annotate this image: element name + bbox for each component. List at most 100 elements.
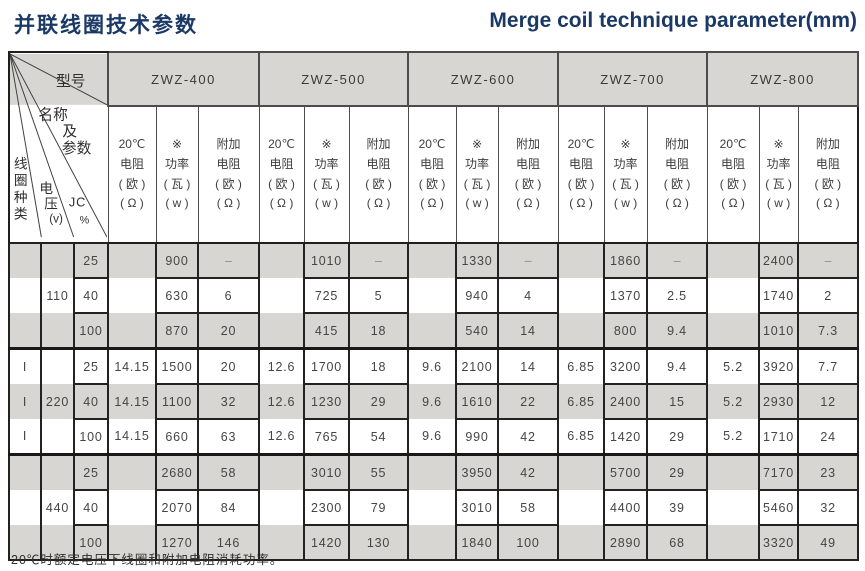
power-cell: 415: [303, 312, 351, 350]
resistance-cell: 12.6: [258, 347, 306, 384]
extra-resistance-header: 附加 电阻 ( 欧 ) ( Ω ): [646, 105, 708, 244]
diagonal-corner-graphic: 型号 名称 及 参数 线 圈 种 类 电 压 (v) JC %: [10, 53, 107, 238]
voltage-cell: [40, 419, 75, 456]
voltage-cell: [40, 453, 75, 490]
voltage-cell: [40, 313, 75, 350]
power-cell: 3010: [455, 489, 500, 526]
extra-resistance-cell: 49: [797, 524, 860, 561]
diagonal-corner-cell: 型号 名称 及 参数 线 圈 种 类 电 压 (v) JC %: [8, 51, 109, 244]
header-line: 20℃: [118, 136, 146, 151]
extra-resistance-cell: 20: [196, 347, 261, 385]
model-header-zwz400: ZWZ-400: [106, 51, 261, 107]
extra-resistance-cell: 58: [497, 489, 560, 526]
corner-label-coiltype-4: 类: [14, 206, 28, 221]
header-line: ※: [773, 136, 784, 151]
resistance-cell: [258, 313, 306, 350]
titlebar: 并联线圈技术参数 Merge coil technique parameter(…: [14, 7, 857, 41]
resistance-cell: [107, 525, 157, 561]
resistance-cell: [258, 242, 306, 278]
power-cell: 5700: [603, 453, 649, 491]
resistance-cell: [557, 242, 606, 278]
jc-percent-cell: 40: [73, 277, 109, 314]
table-row: 100 870 20 415 18 540 14 800 9.4 1010 7.3: [8, 312, 860, 350]
header-line: ( Ω ): [721, 196, 745, 211]
power-cell: 5460: [758, 489, 800, 526]
power-cell: 630: [155, 277, 199, 314]
extra-resistance-cell: 29: [348, 383, 410, 420]
header-line: ( 欧 ): [814, 176, 842, 191]
resistance-cell: [706, 278, 761, 313]
page-title-chinese: 并联线圈技术参数: [14, 14, 198, 37]
extra-resistance-cell: 2.5: [646, 277, 709, 314]
extra-resistance-cell: –: [646, 242, 709, 279]
extra-resistance-cell: 18: [348, 347, 410, 385]
resistance-cell: 12.6: [258, 419, 306, 456]
extra-resistance-cell: 29: [646, 453, 709, 491]
power-cell: 1330: [455, 242, 500, 279]
header-line: ( Ω ): [120, 196, 144, 211]
resistance-cell: [107, 490, 157, 525]
extra-resistance-header: 附加 电阻 ( 欧 ) ( Ω ): [197, 105, 260, 244]
power-header: ※ 功率 ( 瓦 ) ( w ): [455, 105, 499, 244]
extra-resistance-cell: 42: [497, 418, 560, 456]
power-cell: 4400: [603, 489, 649, 526]
power-cell: 1270: [155, 524, 199, 561]
resistance-cell: [557, 525, 606, 561]
model-header-zwz700: ZWZ-700: [557, 51, 709, 107]
header-line: ( w ): [314, 196, 339, 211]
power-header: ※ 功率 ( 瓦 ) ( w ): [758, 105, 799, 244]
extra-resistance-cell: 14: [497, 312, 560, 350]
extra-resistance-header: 附加 电阻 ( 欧 ) ( Ω ): [497, 105, 559, 244]
resistance-20c-header: 20℃ 电阻 ( 欧 ) ( Ω ): [107, 105, 157, 244]
header-line: ( Ω ): [816, 196, 840, 211]
coil-type-cell: I: [8, 384, 42, 419]
resistance-20c-header: 20℃ 电阻 ( 欧 ) ( Ω ): [407, 105, 457, 244]
header-line: 电阻: [119, 156, 144, 171]
extra-resistance-cell: 29: [646, 418, 709, 456]
header-line: ( 瓦 ): [612, 176, 639, 191]
power-cell: 1740: [758, 277, 800, 314]
resistance-cell: 14.15: [107, 419, 157, 456]
power-cell: 1700: [303, 347, 351, 385]
header-line: ( Ω ): [216, 196, 241, 211]
extra-resistance-cell: 32: [196, 383, 261, 420]
header-line: 电阻: [420, 156, 445, 171]
header-line: ( 欧 ): [514, 176, 542, 191]
header-line: 电阻: [665, 156, 690, 171]
power-cell: 2400: [603, 383, 649, 420]
parameter-table-wrapper: 型号 名称 及 参数 线 圈 种 类 电 压 (v) JC % ZWZ-400 …: [8, 51, 860, 561]
extra-resistance-cell: 2: [797, 277, 860, 314]
header-line: 电阻: [721, 156, 746, 171]
resistance-cell: 5.2: [706, 347, 761, 384]
header-line: 附加: [216, 136, 241, 151]
resistance-cell: [107, 453, 157, 490]
voltage-cell: 110: [40, 278, 75, 313]
coil-type-cell: [8, 313, 42, 350]
footnote: 20℃时额定电压下线圈和附加电阻消耗功率。: [11, 553, 284, 567]
resistance-cell: [107, 242, 157, 278]
resistance-cell: [706, 242, 761, 278]
header-line: 电阻: [366, 156, 391, 171]
extra-resistance-header: 附加 电阻 ( 欧 ) ( Ω ): [348, 105, 409, 244]
corner-label-model: 型号: [56, 73, 85, 90]
extra-resistance-cell: 12: [797, 383, 860, 420]
extra-resistance-cell: 9.4: [646, 312, 709, 350]
power-header: ※ 功率 ( 瓦 ) ( w ): [303, 105, 350, 244]
resistance-cell: [407, 313, 458, 350]
power-cell: 1100: [155, 383, 199, 420]
header-line: 20℃: [567, 136, 595, 151]
header-line: ( w ): [766, 196, 791, 211]
power-cell: 765: [303, 418, 351, 456]
header-line: 电阻: [516, 156, 541, 171]
power-cell: 1420: [303, 524, 351, 561]
table-row: 25 900–1010–1330–1860–2400–: [8, 242, 860, 279]
header-line: 附加: [366, 136, 391, 151]
header-line: 附加: [665, 136, 690, 151]
extra-resistance-cell: –: [497, 242, 560, 279]
header-line: 电阻: [269, 156, 294, 171]
jc-percent-cell: 100: [73, 312, 109, 350]
header-line: ( 欧 ): [268, 176, 295, 191]
header-line: ※: [321, 136, 332, 151]
header-line: 电阻: [216, 156, 241, 171]
resistance-cell: [706, 313, 761, 350]
